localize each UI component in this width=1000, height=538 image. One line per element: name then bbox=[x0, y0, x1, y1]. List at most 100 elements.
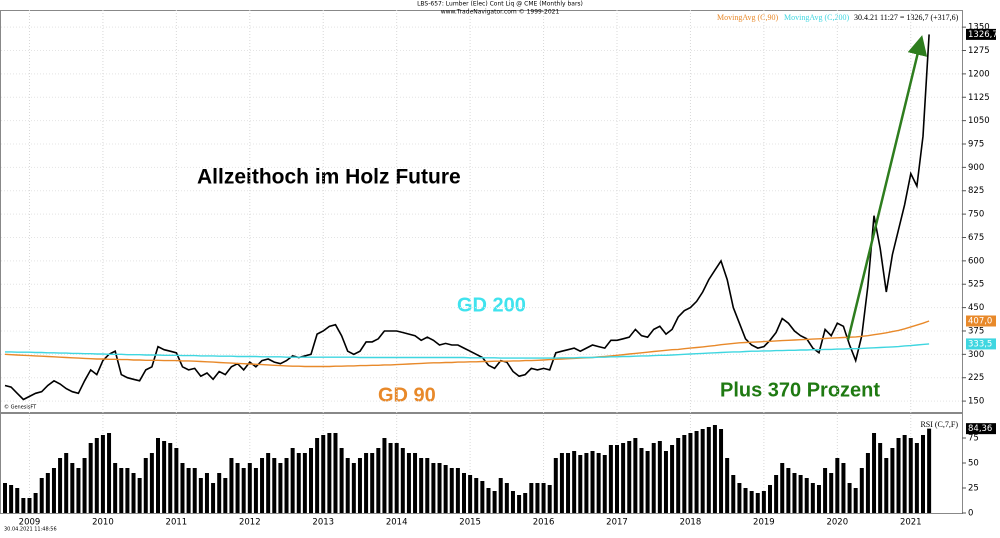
bar bbox=[88, 443, 93, 513]
bar bbox=[859, 468, 864, 513]
bar bbox=[58, 458, 63, 513]
y-tick-label: 450 bbox=[968, 303, 984, 313]
value-label: 1326,7 bbox=[968, 30, 998, 40]
bar bbox=[253, 468, 258, 513]
bar bbox=[260, 458, 265, 513]
bar bbox=[547, 485, 552, 513]
x-tick-label: 2012 bbox=[239, 518, 261, 528]
y-tick-label: 300 bbox=[968, 350, 984, 360]
bar bbox=[578, 455, 583, 513]
bar bbox=[100, 435, 105, 513]
bar bbox=[486, 488, 491, 513]
bar bbox=[761, 491, 766, 513]
series-line bbox=[5, 343, 930, 359]
value-label-box bbox=[966, 315, 996, 327]
bar bbox=[223, 478, 228, 513]
bar bbox=[749, 491, 754, 513]
x-tick-label: 2010 bbox=[92, 518, 114, 528]
bar bbox=[39, 478, 44, 513]
bar bbox=[229, 458, 234, 513]
bar bbox=[902, 435, 907, 513]
bar bbox=[382, 438, 387, 513]
price-panel bbox=[0, 10, 963, 413]
bar bbox=[119, 468, 124, 513]
bar bbox=[529, 483, 534, 513]
bar bbox=[804, 478, 809, 513]
chart-subtitle: www.TradeNavigator.com © 1999-2021 bbox=[441, 9, 560, 16]
series-line bbox=[4, 320, 930, 368]
bar bbox=[768, 485, 772, 513]
bar bbox=[376, 448, 381, 513]
bar bbox=[406, 453, 411, 513]
bar bbox=[602, 455, 607, 513]
bar bbox=[615, 445, 619, 513]
bar bbox=[345, 458, 350, 513]
x-tick-label: 2018 bbox=[680, 518, 702, 528]
bar bbox=[865, 453, 870, 513]
bar bbox=[394, 443, 399, 513]
bar bbox=[590, 451, 595, 513]
bar bbox=[321, 435, 326, 513]
bar bbox=[419, 458, 424, 513]
bar bbox=[841, 463, 846, 513]
bar bbox=[786, 468, 791, 513]
bar bbox=[627, 441, 632, 513]
bar bbox=[82, 458, 87, 513]
bar bbox=[131, 473, 136, 513]
bar bbox=[51, 468, 56, 513]
value-label-box bbox=[966, 28, 996, 40]
bar bbox=[645, 451, 650, 513]
legend-entry: MovingAvg (C,90) bbox=[717, 13, 779, 22]
bar bbox=[284, 458, 289, 513]
bar bbox=[559, 453, 564, 513]
bar bbox=[810, 483, 815, 513]
timestamp: 30.04.2021 11:48:56 bbox=[4, 527, 57, 533]
bar bbox=[449, 468, 454, 513]
bar bbox=[198, 478, 203, 513]
bar bbox=[517, 495, 522, 513]
bar bbox=[700, 429, 705, 513]
bar bbox=[168, 443, 173, 513]
bar bbox=[388, 443, 393, 513]
bar bbox=[76, 468, 81, 513]
bar bbox=[70, 463, 75, 513]
bar bbox=[266, 453, 271, 513]
bar bbox=[186, 468, 191, 513]
bar bbox=[474, 478, 479, 513]
bar bbox=[333, 433, 338, 513]
bar bbox=[608, 445, 613, 513]
bar bbox=[204, 473, 209, 513]
bar bbox=[15, 488, 20, 513]
bar bbox=[437, 463, 442, 513]
bar bbox=[572, 451, 577, 513]
bar bbox=[278, 463, 283, 513]
bar bbox=[823, 468, 828, 513]
bar bbox=[143, 458, 148, 513]
marks bbox=[3, 34, 932, 513]
bar bbox=[706, 427, 711, 513]
x-tick-label: 2019 bbox=[753, 518, 775, 528]
y-tick-label: 50 bbox=[968, 459, 979, 469]
bar bbox=[27, 498, 32, 513]
bar bbox=[370, 453, 375, 513]
chart-title: LBS-657: Lumber (Elec) Cont Liq @ CME (M… bbox=[417, 1, 583, 8]
bar bbox=[688, 433, 693, 513]
bar bbox=[296, 453, 301, 513]
bar bbox=[125, 468, 130, 513]
x-tick-label: 2014 bbox=[386, 518, 408, 528]
bar bbox=[725, 458, 730, 513]
value-label-box bbox=[966, 423, 996, 435]
source: © GenesisFT bbox=[4, 404, 37, 411]
annotation: GD 200 bbox=[457, 294, 526, 316]
bar bbox=[621, 443, 626, 513]
bar bbox=[737, 483, 742, 513]
bar bbox=[413, 453, 418, 513]
bar bbox=[149, 453, 154, 513]
bar bbox=[890, 448, 895, 513]
grid bbox=[1, 10, 966, 514]
bar bbox=[553, 458, 558, 513]
annotation: GD 90 bbox=[378, 384, 436, 406]
bar bbox=[755, 493, 760, 513]
bar bbox=[670, 445, 675, 513]
